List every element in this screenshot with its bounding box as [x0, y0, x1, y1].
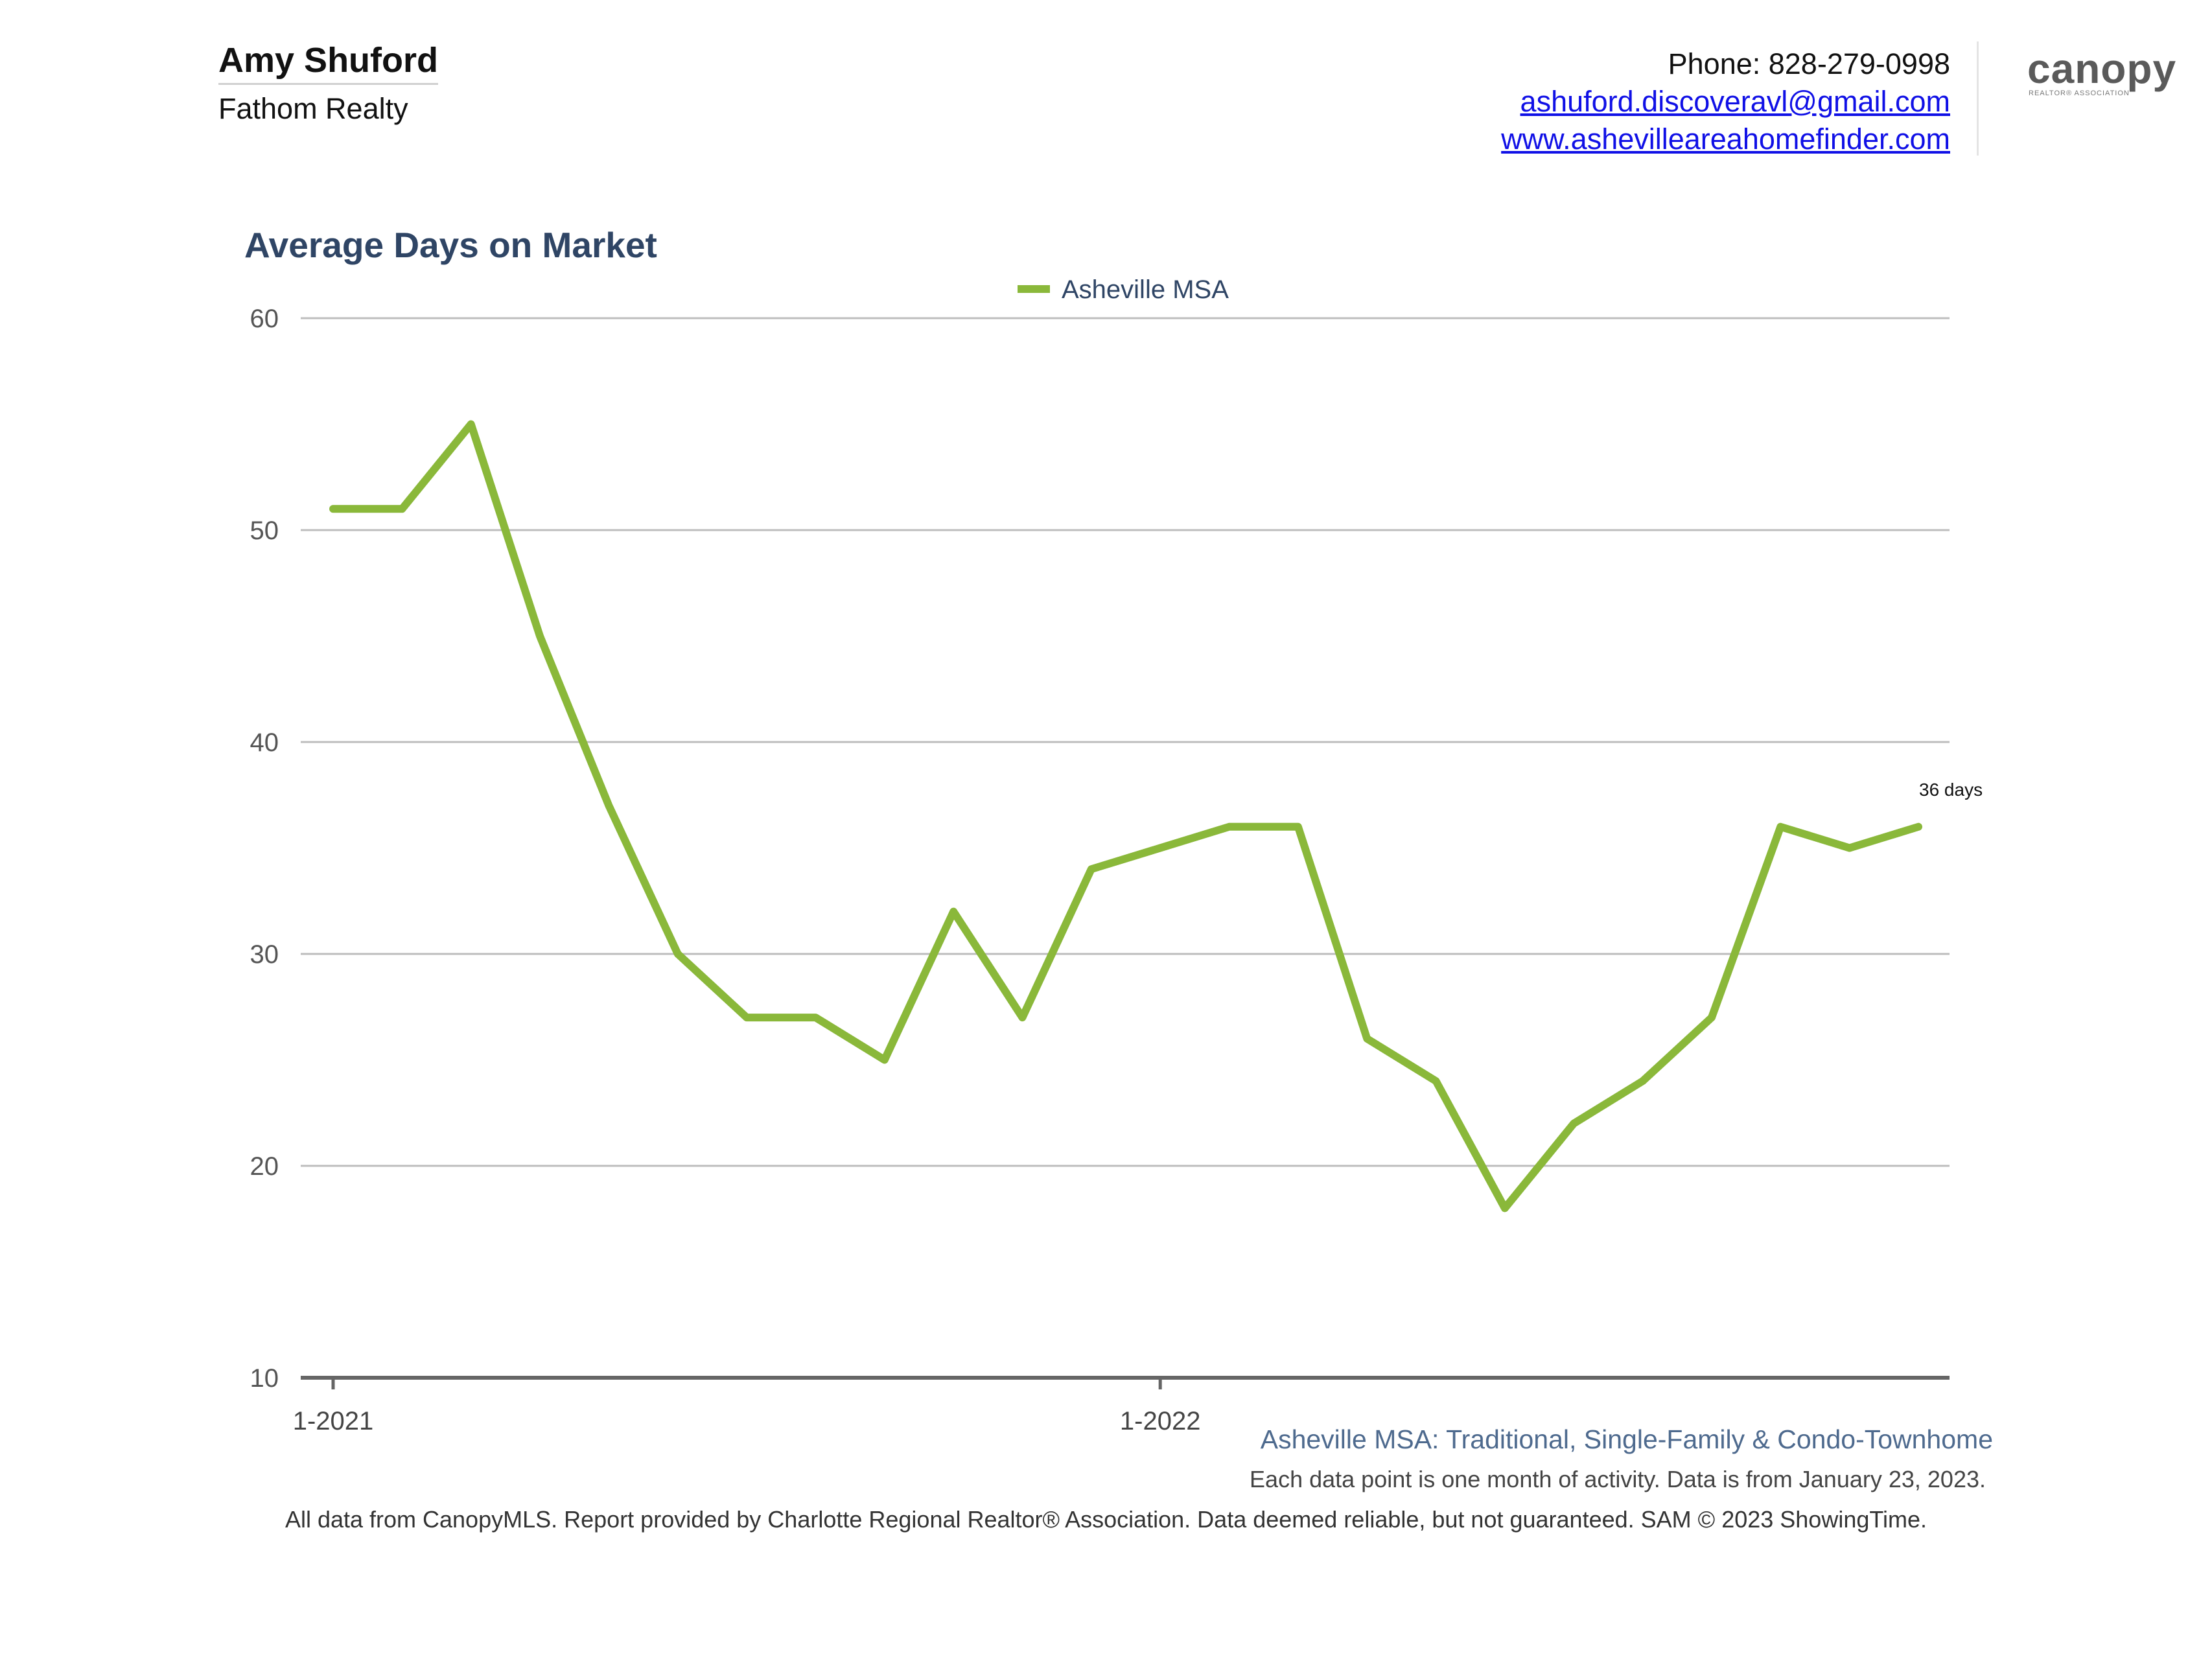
email-link[interactable]: ashuford.discoveravl@gmail.com	[1520, 85, 1950, 118]
contact-block: Phone: 828-279-0998 ashuford.discoveravl…	[1501, 45, 1950, 158]
end-value-label: 36 days	[1919, 780, 1983, 800]
data-note: Each data point is one month of activity…	[1250, 1466, 1986, 1492]
y-tick-label: 40	[250, 728, 279, 757]
x-tick-label: 1-2022	[1120, 1407, 1201, 1435]
y-tick-label: 60	[250, 305, 279, 333]
logo-subtext: REALTOR® ASSOCIATION	[2029, 89, 2130, 97]
y-tick-label: 50	[250, 516, 279, 545]
agent-company: Fathom Realty	[218, 92, 408, 125]
series-line	[329, 420, 1922, 1212]
x-tick-label: 1-2021	[293, 1407, 374, 1435]
y-tick-label: 10	[250, 1364, 279, 1393]
y-tick-label: 30	[250, 940, 279, 969]
logo-wordmark: canopy	[2027, 45, 2177, 92]
footer-disclaimer: All data from CanopyMLS. Report provided…	[285, 1506, 1927, 1533]
y-tick-label: 20	[250, 1152, 279, 1181]
phone-text: Phone: 828-279-0998	[1668, 47, 1950, 80]
canopy-logo: canopy REALTOR® ASSOCIATION	[2027, 45, 2177, 102]
series-description: Asheville MSA: Traditional, Single-Famil…	[1260, 1424, 1993, 1454]
line-chart: 10 20 30 40 50 60 1-2021 1-2022 Asheville MSA 36 …	[250, 275, 1983, 1435]
chart-title: Average Days on Market	[244, 225, 657, 265]
agent-name: Amy Shuford	[218, 40, 439, 85]
legend-label: Asheville MSA	[1062, 275, 1229, 304]
header-divider	[1977, 41, 1979, 156]
website-link[interactable]: www.ashevilleareahomefinder.com	[1501, 122, 1950, 156]
